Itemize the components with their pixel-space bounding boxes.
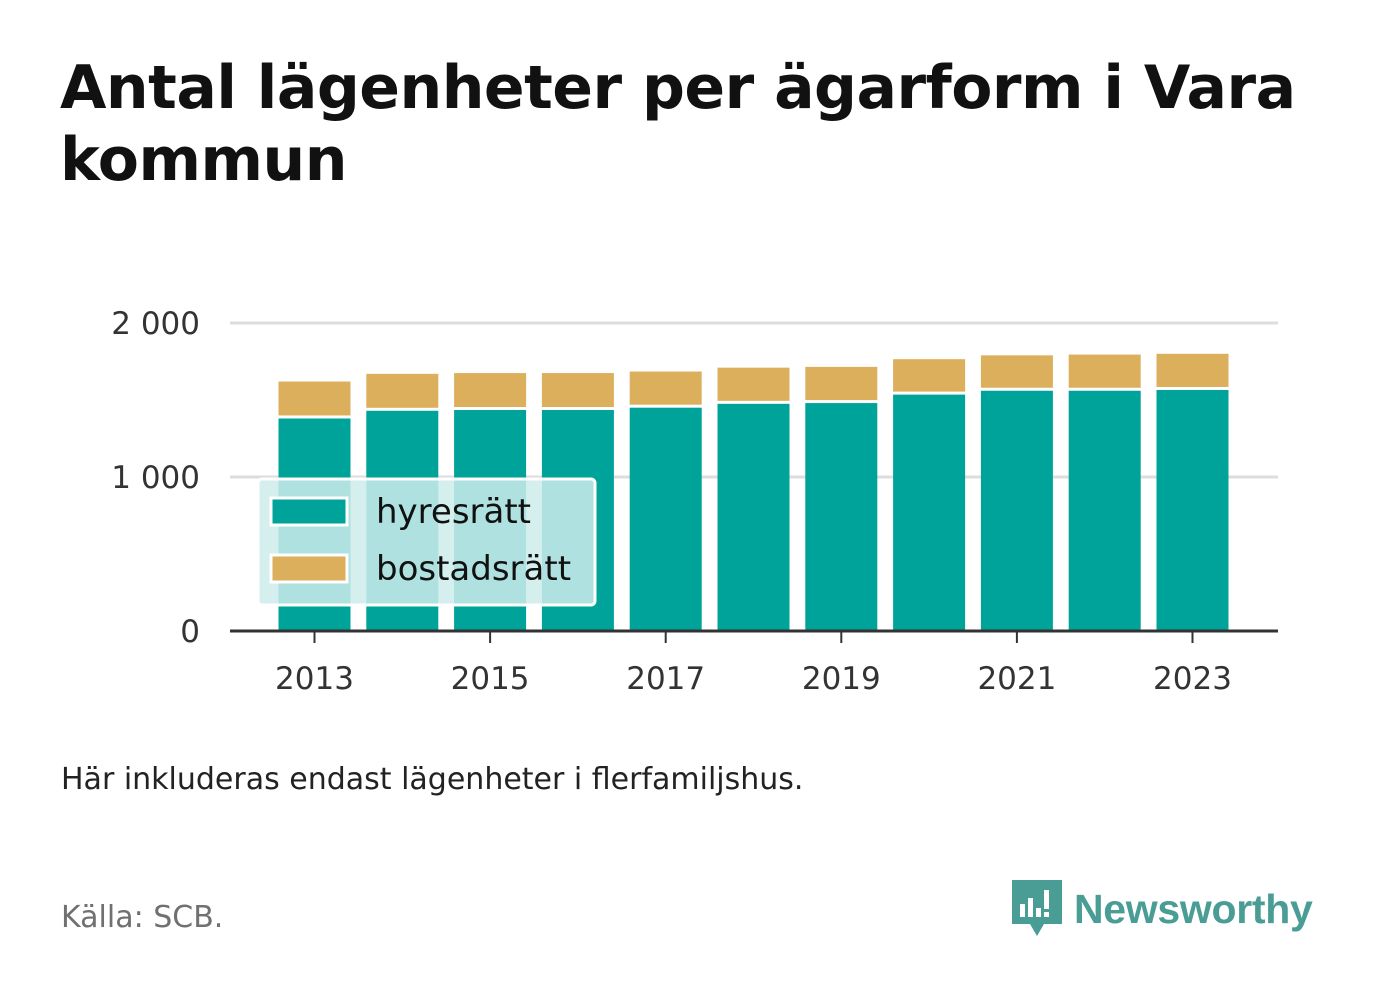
bar-hyresratt bbox=[717, 403, 790, 631]
source-text: Källa: SCB. bbox=[61, 900, 224, 935]
bar-chart-speech-bubble-icon bbox=[1012, 880, 1062, 936]
y-tick-label: 2 000 bbox=[111, 306, 200, 342]
x-tick-label: 2013 bbox=[275, 661, 354, 697]
y-tick-label: 0 bbox=[180, 614, 200, 650]
legend-swatch bbox=[269, 553, 349, 584]
legend-swatch bbox=[269, 496, 349, 527]
bar-bostadsratt bbox=[893, 359, 966, 392]
x-axis: 2013 2015 2017 2019 2021 2023 bbox=[230, 629, 1278, 697]
bar-bostadsratt bbox=[278, 381, 351, 416]
bar-hyresratt bbox=[980, 390, 1053, 631]
bar-bostadsratt bbox=[541, 373, 614, 408]
x-tick-label: 2015 bbox=[451, 661, 530, 697]
bar-bostadsratt bbox=[1156, 353, 1229, 387]
legend-label: hyresrätt bbox=[376, 492, 531, 532]
x-tick-label: 2017 bbox=[626, 661, 705, 697]
bar-bostadsratt bbox=[980, 355, 1053, 388]
bar-bostadsratt bbox=[805, 366, 878, 401]
bar-hyresratt bbox=[1068, 390, 1141, 631]
newsworthy-logo: Newsworthy bbox=[1010, 878, 1313, 940]
chart-note: Här inkluderas endast lägenheter i flerf… bbox=[61, 762, 804, 797]
bar-bostadsratt bbox=[366, 373, 439, 408]
chart-title: Antal lägenheter per ägarform i Vara kom… bbox=[60, 53, 1296, 195]
legend-label: bostadsrätt bbox=[376, 549, 571, 589]
y-tick-label: 1 000 bbox=[111, 460, 200, 496]
legend: hyresrätt bostadsrätt bbox=[256, 477, 597, 607]
bar-hyresratt bbox=[893, 394, 966, 631]
bar-bostadsratt bbox=[454, 373, 527, 408]
bar-hyresratt bbox=[1156, 389, 1229, 631]
bar-hyresratt bbox=[629, 407, 702, 631]
y-axis-labels: 0 1 000 2 000 bbox=[111, 306, 200, 650]
x-tick-label: 2019 bbox=[802, 661, 881, 697]
bar-bostadsratt bbox=[717, 367, 790, 401]
logo-wordmark: Newsworthy bbox=[1074, 885, 1313, 932]
x-tick-label: 2021 bbox=[977, 661, 1056, 697]
bar-hyresratt bbox=[805, 403, 878, 631]
bar-bostadsratt bbox=[1068, 354, 1141, 388]
bar-bostadsratt bbox=[629, 371, 702, 405]
x-tick-label: 2023 bbox=[1153, 661, 1232, 697]
